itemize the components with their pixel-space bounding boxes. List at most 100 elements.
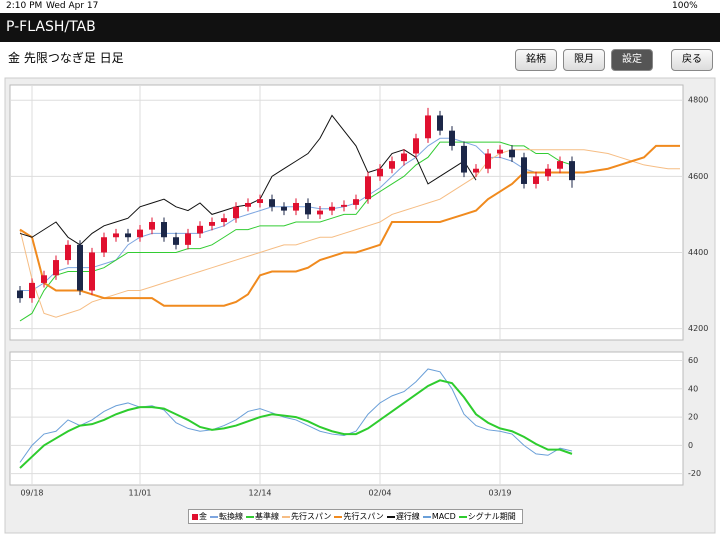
legend-label: シグナル期間 bbox=[467, 512, 516, 521]
candle-body bbox=[29, 282, 35, 299]
legend: 金 転換線 基準線 先行スパン 先行スパン 遅行線 MACD シグナル期間 bbox=[188, 509, 523, 524]
button[interactable]: 限月 bbox=[563, 49, 605, 71]
legend-label: MACD bbox=[431, 512, 456, 521]
legend-item: 転換線 bbox=[210, 511, 243, 522]
candle-body bbox=[461, 145, 467, 173]
subtitle: 金 先限つなぎ足 日足 bbox=[8, 51, 124, 65]
candle-body bbox=[137, 229, 143, 238]
y-tick-label: 4800 bbox=[688, 96, 708, 105]
legend-item: 金 bbox=[192, 511, 207, 522]
candle-body bbox=[389, 161, 395, 169]
legend-label: 基準線 bbox=[255, 512, 279, 521]
candle-body bbox=[89, 252, 95, 291]
y-tick-label: 4600 bbox=[688, 172, 708, 181]
candle-body bbox=[17, 290, 23, 299]
legend-item: 先行スパン bbox=[334, 511, 384, 522]
candle-body bbox=[53, 260, 59, 276]
candle-body bbox=[209, 222, 215, 226]
legend-swatch bbox=[334, 515, 343, 518]
legend-swatch bbox=[246, 515, 254, 518]
legend-swatch bbox=[386, 515, 395, 518]
candle-body bbox=[77, 244, 83, 291]
date: Wed Apr 17 bbox=[46, 1, 99, 11]
button[interactable]: 設定 bbox=[611, 49, 653, 71]
x-tick-label: 09/18 bbox=[20, 489, 43, 498]
x-tick-label: 02/04 bbox=[368, 489, 391, 498]
app-title: P-FLASH/TAB bbox=[6, 19, 96, 35]
series-line bbox=[19, 149, 680, 318]
candle-body bbox=[473, 168, 479, 173]
legend-item: 先行スパン bbox=[282, 511, 331, 522]
candle-body bbox=[41, 275, 47, 283]
candle-body bbox=[185, 233, 191, 245]
candle-body bbox=[449, 130, 455, 146]
legend-swatch bbox=[192, 513, 198, 520]
legend-swatch bbox=[458, 515, 467, 518]
candle-body bbox=[353, 199, 359, 205]
candle-body bbox=[293, 202, 299, 211]
candle-body bbox=[521, 157, 527, 184]
candle-body bbox=[125, 233, 131, 238]
legend-item: 遅行線 bbox=[386, 511, 420, 522]
x-tick-label: 11/01 bbox=[128, 489, 151, 498]
legend-swatch bbox=[282, 515, 290, 518]
candle-body bbox=[437, 115, 443, 131]
legend-swatch bbox=[210, 515, 218, 518]
legend-label: 遅行線 bbox=[395, 512, 420, 521]
candle-body bbox=[161, 222, 167, 238]
legend-label: 先行スパン bbox=[291, 512, 332, 521]
candle-body bbox=[101, 237, 107, 253]
candle-body bbox=[233, 206, 239, 219]
legend-label: 金 bbox=[199, 512, 207, 521]
candle-body bbox=[569, 161, 575, 181]
candle-body bbox=[377, 168, 383, 177]
candle-body bbox=[245, 202, 251, 207]
macd-plot bbox=[9, 351, 684, 486]
candle-body bbox=[305, 202, 311, 215]
button[interactable]: 戻る bbox=[671, 49, 713, 71]
candle-body bbox=[329, 206, 335, 211]
candle-body bbox=[545, 168, 551, 177]
candle-body bbox=[341, 204, 347, 207]
x-tick-label: 03/19 bbox=[488, 489, 511, 498]
legend-swatch bbox=[422, 515, 431, 518]
legend-item: シグナル期間 bbox=[458, 511, 516, 522]
series-line bbox=[19, 368, 573, 463]
candle-body bbox=[413, 138, 419, 154]
button[interactable]: 銘柄 bbox=[515, 49, 557, 71]
battery: 100% bbox=[672, 1, 698, 11]
candle-body bbox=[281, 206, 287, 211]
y-tick-label: -20 bbox=[688, 469, 701, 478]
y-tick-label: 20 bbox=[688, 413, 698, 422]
candle-body bbox=[485, 153, 491, 169]
y-tick-label: 4200 bbox=[688, 324, 708, 333]
legend-label: 転換線 bbox=[219, 512, 243, 521]
status-bar: 2:10 PM Wed Apr 17 100% bbox=[0, 0, 720, 13]
candle-body bbox=[65, 244, 71, 261]
candle-body bbox=[221, 218, 227, 223]
candle-body bbox=[509, 149, 515, 158]
legend-item: 基準線 bbox=[246, 511, 279, 522]
x-tick-label: 12/14 bbox=[248, 489, 271, 498]
candle-body bbox=[317, 210, 323, 215]
candle-body bbox=[113, 233, 119, 238]
series-line bbox=[19, 379, 573, 469]
price-plot bbox=[9, 84, 684, 341]
candle-body bbox=[557, 161, 563, 169]
series-line bbox=[19, 141, 573, 322]
y-tick-label: 40 bbox=[688, 384, 698, 393]
candle-body bbox=[269, 199, 275, 207]
time: 2:10 PM bbox=[6, 1, 43, 11]
candle-body bbox=[197, 225, 203, 234]
candle-body bbox=[149, 222, 155, 230]
candle-body bbox=[173, 237, 179, 245]
legend-item: MACD bbox=[422, 512, 456, 521]
y-tick-label: 60 bbox=[688, 356, 698, 365]
y-tick-label: 0 bbox=[688, 441, 693, 450]
candle-body bbox=[533, 176, 539, 184]
candle-body bbox=[425, 115, 431, 139]
candle-body bbox=[257, 199, 263, 203]
app-bar: P-FLASH/TAB bbox=[0, 13, 720, 42]
